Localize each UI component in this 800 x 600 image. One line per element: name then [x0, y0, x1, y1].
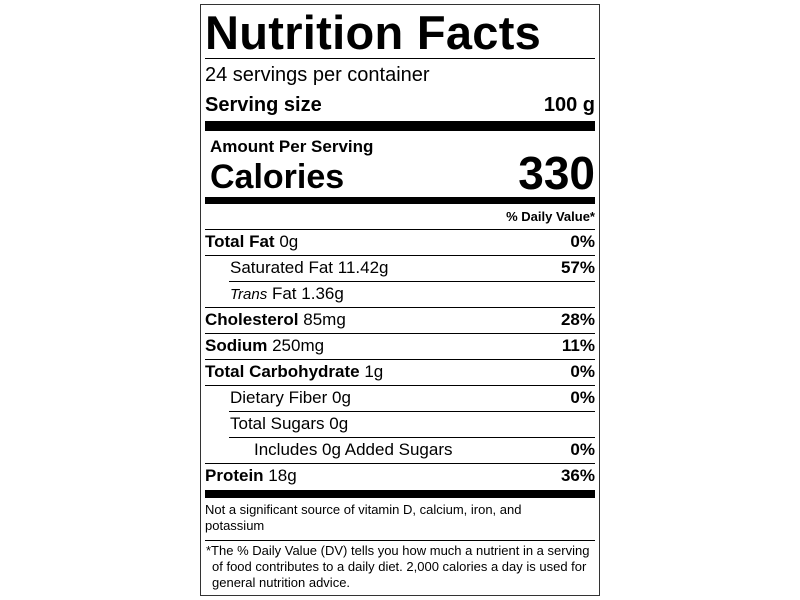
thick-rule — [205, 121, 595, 131]
rule — [229, 437, 595, 438]
nutrient-row: Includes 0g Added Sugars 0% — [205, 437, 595, 463]
nutrient-amount: 11.42g — [337, 258, 389, 277]
nutrient-row: Cholesterol 85mg 28% — [205, 307, 595, 333]
footnote: *The % Daily Value (DV) tells you how mu… — [206, 543, 590, 590]
nutrient-row: Trans Fat 1.36g — [205, 281, 595, 307]
daily-value: 57% — [560, 258, 595, 277]
nutrient-row: Saturated Fat 11.42g 57% — [205, 255, 595, 281]
daily-value: 11% — [561, 336, 595, 355]
nutrient-label: Fat — [271, 284, 297, 303]
nutrient-amount: 1.36g — [301, 284, 344, 303]
nutrient-row: Protein 18g 36% — [205, 463, 595, 489]
rule — [229, 281, 595, 282]
nutrient-label: Total Carbohydrate — [205, 362, 360, 381]
nutrient-amount: 0g — [329, 414, 349, 433]
nutrient-label: Cholesterol — [205, 310, 299, 329]
thick-rule — [205, 197, 595, 204]
daily-value: 28% — [560, 310, 595, 329]
calories-label: Calories — [210, 158, 345, 196]
serving-size-label: Serving size — [205, 94, 322, 116]
daily-value: 0% — [570, 388, 595, 407]
daily-value-header: % Daily Value* — [506, 209, 595, 224]
title: Nutrition Facts — [205, 6, 542, 59]
rule — [205, 307, 595, 308]
rule — [205, 229, 595, 230]
nutrient-label: Protein — [205, 466, 264, 485]
thick-rule — [205, 490, 595, 498]
rule — [205, 333, 595, 334]
daily-value: 36% — [560, 466, 595, 485]
nutrient-row: Total Sugars 0g — [205, 411, 595, 437]
amount-per-serving: Amount Per Serving — [210, 137, 374, 156]
rule — [205, 463, 595, 464]
nutrient-row: Sodium 250mg 11% — [205, 333, 595, 359]
nutrient-amount: 0g — [332, 388, 351, 407]
rule — [205, 385, 595, 386]
nutrient-label: Total Sugars — [230, 414, 325, 433]
nutrient-label: Sodium — [205, 336, 268, 355]
nutrient-label: Saturated Fat — [230, 258, 334, 277]
serving-size-value: 100 g — [543, 94, 595, 116]
daily-value: 0% — [570, 362, 595, 381]
nutrient-amount: 0g — [279, 232, 299, 251]
rule — [205, 255, 595, 256]
daily-value: 0% — [570, 232, 595, 251]
nutrient-label: Dietary Fiber — [230, 388, 328, 407]
rule — [229, 411, 595, 412]
rule — [205, 58, 595, 59]
nutrient-row: Total Carbohydrate 1g 0% — [205, 359, 595, 385]
nutrient-row: Total Fat 0g 0% — [205, 229, 595, 255]
nutrient-label-italic: Trans — [230, 286, 268, 303]
label-frame — [200, 4, 600, 596]
nutrient-amount: 18g — [268, 466, 297, 485]
nutrient-row: Dietary Fiber 0g 0% — [205, 385, 595, 411]
nutrient-label: Includes 0g Added Sugars — [254, 440, 453, 459]
nutrient-label: Total Fat — [205, 232, 275, 251]
calories-value: 330 — [518, 147, 595, 199]
nutrient-amount: 250mg — [272, 336, 325, 355]
note: Not a significant source of vitamin D, c… — [205, 502, 522, 533]
daily-value: 0% — [570, 440, 595, 459]
rule — [205, 540, 595, 541]
nutrient-amount: 1g — [364, 362, 384, 381]
nutrient-amount: 85mg — [303, 310, 346, 329]
rule — [205, 359, 595, 360]
servings: 24 servings per container — [205, 64, 430, 86]
